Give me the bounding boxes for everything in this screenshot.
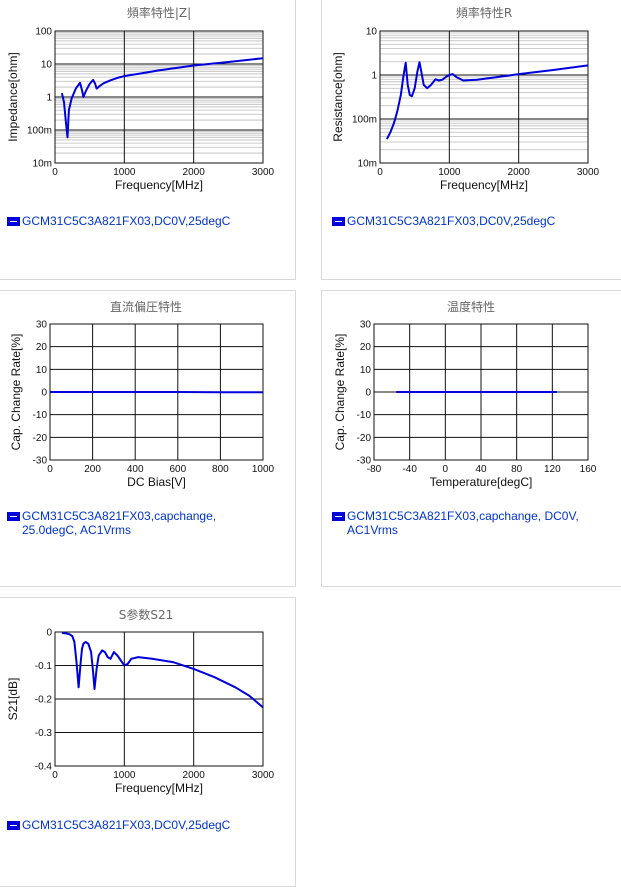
y-tick-label: -0.4	[35, 762, 53, 773]
minus-square-icon	[332, 217, 345, 226]
y-axis-label: S21[dB]	[6, 678, 20, 721]
series-line	[62, 633, 263, 707]
legend-label: GCM31C5C3A821FX03,capchange, 25.0degC, A…	[22, 509, 262, 537]
minus-square-icon	[7, 821, 20, 830]
x-tick-label: 0	[52, 770, 58, 781]
x-tick-label: 3000	[252, 770, 275, 781]
legend-dc-bias: GCM31C5C3A821FX03,capchange, 25.0degC, A…	[7, 509, 262, 537]
legend-label: GCM31C5C3A821FX03,DC0V,25degC	[22, 818, 230, 832]
y-tick-label: 0	[46, 628, 52, 639]
legend-resistance: GCM31C5C3A821FX03,DC0V,25degC	[332, 214, 612, 228]
y-tick-label: -0.2	[35, 695, 53, 706]
minus-square-icon	[7, 512, 20, 521]
minus-square-icon	[7, 217, 20, 226]
legend-s21: GCM31C5C3A821FX03,DC0V,25degC	[7, 818, 287, 832]
legend-temperature: GCM31C5C3A821FX03,capchange, DC0V, AC1Vr…	[332, 509, 612, 537]
x-tick-label: 1000	[113, 770, 136, 781]
legend-label: GCM31C5C3A821FX03,DC0V,25degC	[347, 214, 555, 228]
x-tick-label: 2000	[183, 770, 206, 781]
legend-label: GCM31C5C3A821FX03,DC0V,25degC	[22, 214, 230, 228]
y-tick-label: -0.3	[35, 728, 53, 739]
legend-impedance: GCM31C5C3A821FX03,DC0V,25degC	[7, 214, 287, 228]
x-axis-label: Frequency[MHz]	[115, 781, 203, 795]
chart-title: S参数S21	[119, 607, 174, 622]
minus-square-icon	[332, 512, 345, 521]
y-tick-label: -0.1	[35, 661, 53, 672]
legend-label: GCM31C5C3A821FX03,capchange, DC0V, AC1Vr…	[347, 509, 612, 537]
